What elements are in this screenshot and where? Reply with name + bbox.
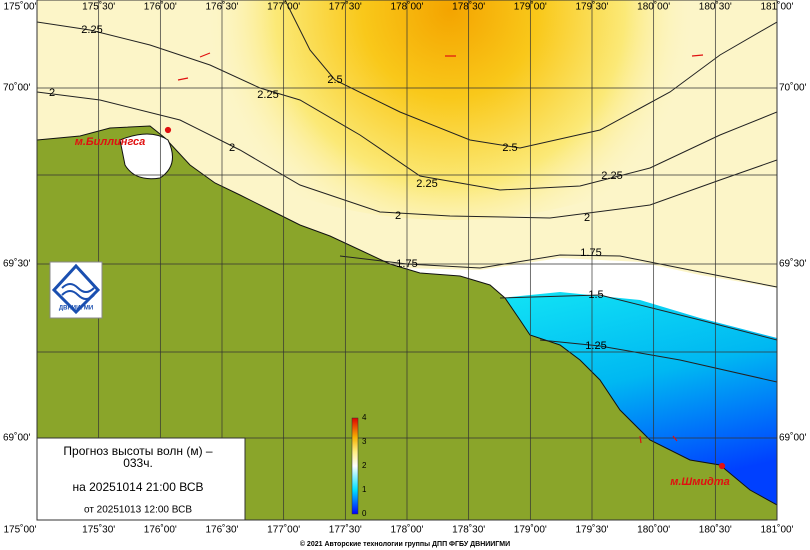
lon-label-bottom: 181˚00' (760, 524, 793, 536)
contour-label: 2 (49, 87, 55, 99)
info-box: Прогноз высоты волн (м) – 033ч. на 20251… (36, 437, 246, 521)
contour-label: 2.25 (416, 178, 437, 190)
info-lead: 033ч. (123, 456, 153, 470)
lon-label-bottom: 176˚00' (144, 524, 177, 536)
contour-label: 2.25 (601, 170, 622, 182)
contour-label: 1.25 (585, 340, 606, 352)
lon-label-bottom: 175˚30' (82, 524, 115, 536)
colorbar-tick: 4 (362, 413, 367, 422)
lon-label-top: 175˚30' (82, 1, 115, 13)
info-title: Прогноз высоты волн (м) – (63, 444, 213, 458)
lat-label-right: 70˚00' (779, 82, 807, 94)
lon-label-top: 175˚00' (3, 1, 36, 13)
lon-label-bottom: 179˚00' (514, 524, 547, 536)
colorbar-tick: 3 (362, 437, 367, 446)
map-frame (36, 0, 778, 521)
lat-label-right: 69˚00' (779, 432, 807, 444)
lon-label-top: 177˚00' (267, 1, 300, 13)
lat-label-left: 70˚00' (3, 82, 31, 94)
labels: 175˚00' 175˚00' 175˚30' 175˚30' 176˚00' 176˚0… (3, 1, 807, 536)
wind-arrows (164, 52, 726, 470)
contour-label: 2 (229, 142, 235, 154)
lon-label-bottom: 178˚00' (390, 524, 423, 536)
lon-label-top: 181˚00' (760, 1, 793, 13)
lat-label-right: 69˚30' (779, 258, 807, 270)
lon-label-top: 178˚30' (452, 1, 485, 13)
place-label: м.Шмидта (670, 476, 730, 488)
lon-label-top: 177˚30' (329, 1, 362, 13)
lon-label-top: 179˚00' (514, 1, 547, 13)
lon-label-bottom: 179˚30' (575, 524, 608, 536)
contour-label: 2.25 (81, 24, 102, 36)
logo-text: ДВНИИГМИ (59, 306, 93, 312)
lon-label-top: 178˚00' (390, 1, 423, 13)
info-valid: на 20251014 21:00 ВСВ (73, 480, 204, 494)
lon-label-bottom: 177˚00' (267, 524, 300, 536)
lon-label-bottom: 178˚30' (452, 524, 485, 536)
place-label: м.Биллингса (75, 136, 146, 148)
lon-label-bottom: 175˚00' (3, 524, 36, 536)
lon-label-bottom: 176˚30' (205, 524, 238, 536)
lat-label-left: 69˚00' (3, 432, 31, 444)
colorbar-tick: 1 (362, 485, 367, 494)
lon-label-bottom: 180˚00' (637, 524, 670, 536)
logo: ДВНИИГМИ (49, 261, 103, 319)
graticule (37, 0, 777, 520)
info-issued: от 20251013 12:00 ВСВ (84, 505, 192, 516)
lon-label-top: 176˚30' (205, 1, 238, 13)
lon-label-bottom: 180˚30' (699, 524, 732, 536)
footer: © 2021 Авторские технологии группы ДПП Ф… (300, 540, 510, 548)
lon-label-top: 180˚30' (699, 1, 732, 13)
lon-label-top: 180˚00' (637, 1, 670, 13)
colorbar-tick: 2 (362, 461, 367, 470)
contour-label: 2 (584, 212, 590, 224)
colorbar-tick: 0 (362, 509, 367, 518)
contour-label: 1.5 (588, 289, 603, 301)
contour-label: 1.75 (580, 247, 601, 259)
lon-label-bottom: 177˚30' (329, 524, 362, 536)
contour-label: 2.5 (502, 142, 517, 154)
contour-label: 1.75 (396, 258, 417, 270)
lon-label-top: 179˚30' (575, 1, 608, 13)
contour-label: 2.25 (257, 89, 278, 101)
lon-label-top: 176˚00' (144, 1, 177, 13)
contour-label: 2 (395, 210, 401, 222)
colorbar (351, 417, 359, 515)
contour-label: 2.5 (327, 74, 342, 86)
map-fields (37, 0, 777, 520)
lat-label-left: 69˚30' (3, 258, 31, 270)
